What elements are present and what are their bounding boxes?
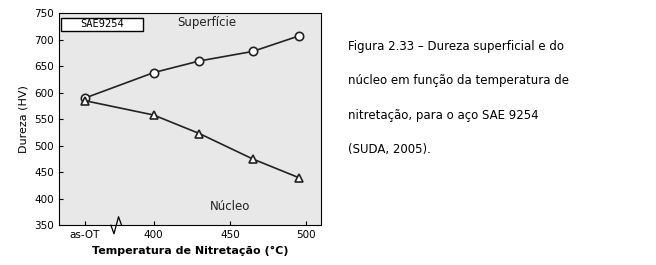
X-axis label: Temperatura de Nitretação (°C): Temperatura de Nitretação (°C): [92, 246, 289, 256]
Text: (SUDA, 2005).: (SUDA, 2005).: [348, 143, 430, 156]
Y-axis label: Dureza (HV): Dureza (HV): [19, 85, 29, 153]
Text: núcleo em função da temperatura de: núcleo em função da temperatura de: [348, 74, 569, 87]
Text: nitretação, para o aço SAE 9254: nitretação, para o aço SAE 9254: [348, 109, 539, 122]
Text: Núcleo: Núcleo: [210, 200, 250, 213]
Text: SAE9254: SAE9254: [80, 19, 123, 29]
FancyBboxPatch shape: [60, 18, 143, 31]
Text: Figura 2.33 – Dureza superficial e do: Figura 2.33 – Dureza superficial e do: [348, 40, 564, 53]
Text: Superfície: Superfície: [178, 16, 237, 29]
